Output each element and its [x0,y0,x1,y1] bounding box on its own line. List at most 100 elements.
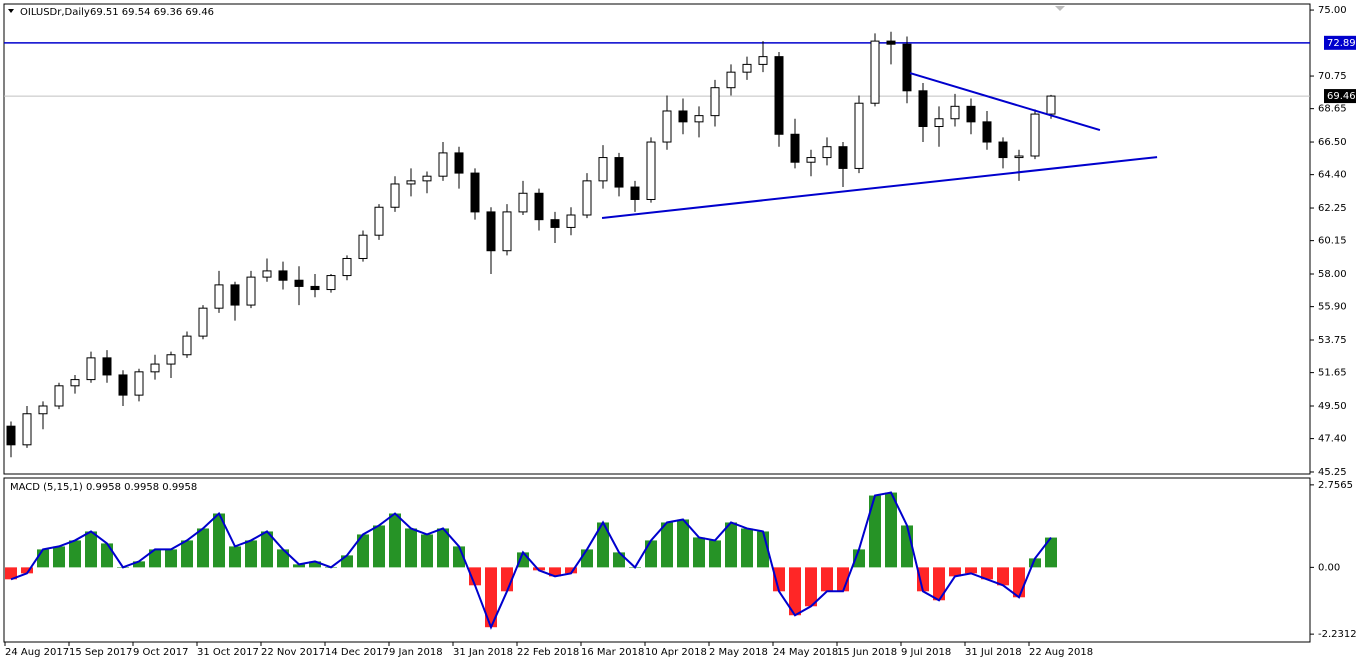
macd-bar [149,549,161,568]
y-tick-label: 51.65 [1318,368,1347,379]
y-tick-label: 64.40 [1318,170,1347,181]
macd-bar [69,540,81,568]
candle-body [742,63,752,73]
candle-body [278,270,288,281]
macd-bar [933,567,945,601]
y-tick-label: 47.40 [1318,434,1347,445]
candle-body [262,270,272,278]
macd-bar [885,492,897,568]
candle-body [358,234,368,259]
candle-body [294,279,304,287]
macd-bar [677,519,689,568]
y-tick-label: 66.50 [1318,137,1347,148]
macd-bar [405,528,417,568]
candle-body [182,335,192,356]
candle-body [678,110,688,123]
candle-body [934,118,944,128]
candle-body [758,56,768,65]
candle-body [982,121,992,143]
x-tick-label: 9 Jan 2018 [389,647,443,658]
y-tick-label: 53.75 [1318,335,1347,346]
macd-bar [1029,558,1041,568]
x-tick-label: 31 Jul 2018 [965,647,1022,658]
candle-body [998,141,1008,159]
macd-bar [309,561,321,568]
candle-body [614,157,624,188]
macd-bar [5,567,17,580]
macd-bar [421,534,433,568]
price-tag [1324,35,1356,50]
trendline [601,156,1158,219]
candle-body [854,102,864,169]
macd-bar [997,567,1009,586]
macd-bar [357,534,369,568]
candle-body [598,157,608,182]
menu-arrow[interactable] [8,9,14,13]
candle-body [630,186,640,200]
macd-bar [805,567,817,607]
x-tick-label: 14 Dec 2017 [325,647,389,658]
macd-bar [789,567,801,616]
macd-bar [101,543,113,568]
trendline [909,72,1101,132]
y-tick-label: 60.15 [1318,236,1347,247]
macd-bar [693,537,705,568]
candle-body [870,40,880,104]
price-tag [1324,89,1356,104]
macd-bar [597,522,609,568]
macd-bar [821,567,833,592]
candle-body [246,276,256,306]
y-tick-label: 2.7565 [1318,480,1353,491]
macd-bar [389,513,401,568]
candle-body [1046,95,1056,115]
candle-body [646,141,656,200]
candle-body [102,357,112,376]
candle-body [502,211,512,252]
macd-bar [85,531,97,568]
x-tick-label: 10 Apr 2018 [645,647,707,658]
macd-bar [581,549,593,568]
candle-body [150,363,160,373]
y-tick-label: 62.25 [1318,203,1347,214]
candle-body [390,183,400,208]
candle-body [118,374,128,396]
macd-panel [3,477,1311,643]
x-tick-label: 24 Aug 2017 [5,647,69,658]
candle-body [70,379,80,387]
macd-bar [37,549,49,568]
candle-body [22,413,32,446]
macd-bar [725,522,737,568]
x-tick-label: 31 Oct 2017 [197,647,259,658]
candle-body [886,40,896,45]
candle-body [54,385,64,407]
macd-bar [245,540,257,568]
x-tick-label: 22 Aug 2018 [1029,647,1093,658]
candle-body [38,405,48,415]
x-tick-label: 15 Jun 2018 [837,647,897,658]
candle-body [534,192,544,221]
y-tick-label: 70.75 [1318,71,1347,82]
candle-body [470,172,480,213]
candle-body [454,152,464,174]
x-tick-label: 24 May 2018 [773,647,838,658]
macd-bar [133,561,145,568]
x-tick-label: 9 Oct 2017 [133,647,188,658]
macd-bar [485,567,497,628]
x-tick-label: 22 Feb 2018 [517,647,579,658]
macd-bar [613,552,625,568]
macd-bar [165,549,177,568]
candle-body [774,56,784,135]
ohlc-text: 69.51 69.54 69.36 69.46 [90,7,214,18]
macd-bar [1045,537,1057,568]
shift-marker [1055,6,1065,11]
macd-bar [773,567,785,592]
price-tag-label: 69.46 [1327,91,1356,102]
candle-body [790,133,800,163]
y-tick-label: -2.2312 [1318,629,1357,640]
candle-body [438,152,448,177]
candle-body [326,275,336,291]
y-tick-label: 68.65 [1318,104,1347,115]
macd-bar [917,567,929,592]
candle-body [822,146,832,159]
